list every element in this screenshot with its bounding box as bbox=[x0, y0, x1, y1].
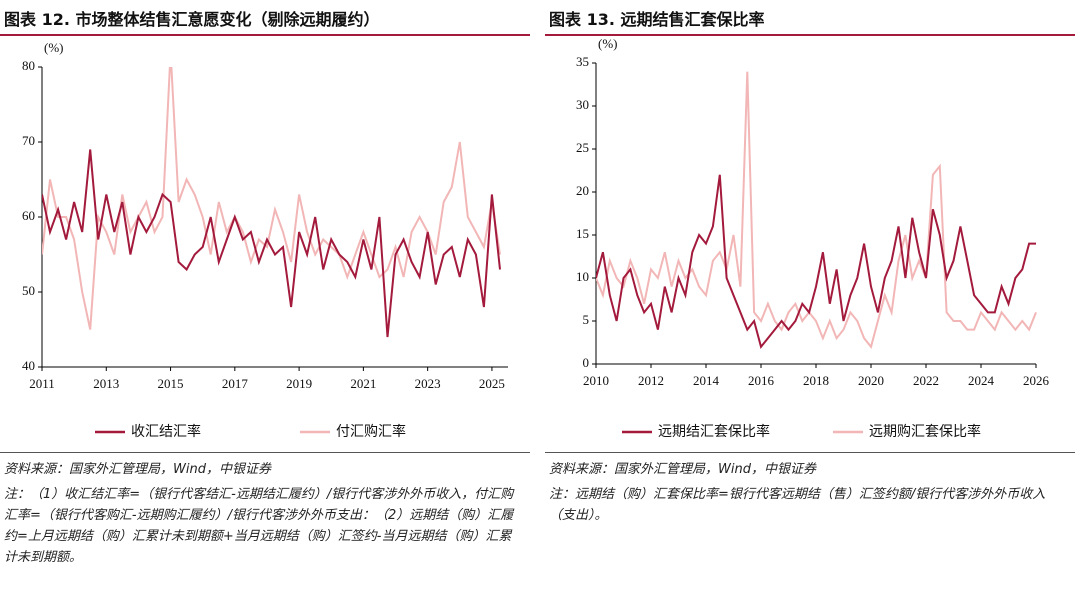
line bbox=[596, 174, 1036, 349]
y-axis-label: (%) bbox=[598, 36, 618, 51]
x-tick-label: 2024 bbox=[968, 373, 995, 388]
chart: (%) 40 50 60 70 80 2011 2013 2015 2017 2019 2021 202… bbox=[22, 40, 508, 440]
x-tick-label: 2013 bbox=[93, 376, 119, 391]
y-tick-label: 30 bbox=[576, 97, 589, 112]
legend-label: 远期结汇套保比率 bbox=[658, 423, 770, 440]
x-tick-label: 2017 bbox=[222, 376, 249, 391]
x-tick-label: 2016 bbox=[748, 373, 775, 388]
chart: (%) 0 5 10 15 20 25 30 35 2010 2012 2014 2016 2018 202… bbox=[576, 36, 1050, 440]
x-tick-label: 2020 bbox=[858, 373, 884, 388]
note: 注：远期结（购）汇套保比率=银行代客远期结（售）汇签约额/银行代客涉外外币收入（… bbox=[549, 487, 1046, 523]
x-tick-label: 2012 bbox=[638, 373, 664, 388]
line bbox=[42, 67, 501, 330]
y-tick-label: 15 bbox=[576, 226, 589, 241]
x-tick-label: 2023 bbox=[415, 376, 441, 391]
y-tick-label: 5 bbox=[583, 312, 590, 327]
x-tick-label: 2011 bbox=[29, 376, 55, 391]
legend-label: 收汇结汇率 bbox=[131, 423, 201, 440]
rule bbox=[545, 34, 1075, 36]
y-tick-label: 50 bbox=[22, 283, 35, 298]
line bbox=[596, 71, 1037, 349]
legend-label: 付汇购汇率 bbox=[336, 423, 406, 440]
chart-title: 图表 12. 市场整体结售汇意愿变化（剔除远期履约） bbox=[4, 10, 380, 29]
rule bbox=[545, 452, 1075, 453]
y-tick-label: 80 bbox=[22, 58, 35, 73]
x-tick-label: 2022 bbox=[913, 373, 939, 388]
line bbox=[42, 149, 501, 338]
y-tick-label: 40 bbox=[22, 358, 35, 373]
y-tick-label: 0 bbox=[583, 355, 590, 370]
source: 资料来源：国家外汇管理局，Wind，中银证券 bbox=[4, 462, 271, 477]
x-tick-label: 2014 bbox=[693, 373, 720, 388]
note: 注：（1）收汇结汇率=（银行代客结汇-远期结汇履约）/银行代客涉外外币收入，付汇… bbox=[4, 487, 514, 565]
x-tick-label: 2015 bbox=[158, 376, 184, 391]
x-tick-label: 2026 bbox=[1023, 373, 1050, 388]
x-tick-label: 2021 bbox=[350, 376, 376, 391]
y-tick-label: 20 bbox=[576, 183, 589, 198]
rule bbox=[0, 34, 530, 36]
panel: 图表 12. 市场整体结售汇意愿变化（剔除远期履约） (%) 40 50 60 70 80… bbox=[0, 0, 530, 593]
y-axis-label: (%) bbox=[44, 40, 64, 55]
y-tick-label: 35 bbox=[576, 54, 589, 69]
y-tick-label: 10 bbox=[576, 269, 589, 284]
x-tick-label: 2019 bbox=[286, 376, 312, 391]
x-tick-label: 2010 bbox=[583, 373, 609, 388]
legend-label: 远期购汇套保比率 bbox=[869, 423, 981, 440]
x-tick-label: 2018 bbox=[803, 373, 829, 388]
y-tick-label: 25 bbox=[576, 140, 589, 155]
x-tick-label: 2025 bbox=[479, 376, 505, 391]
panel: 图表 13. 远期结售汇套保比率 (%) 0 5 10 15 20 25 30 35 2010 20… bbox=[545, 0, 1075, 593]
y-tick-label: 60 bbox=[22, 208, 35, 223]
rule bbox=[0, 452, 530, 453]
chart-title: 图表 13. 远期结售汇套保比率 bbox=[549, 10, 765, 29]
y-tick-label: 70 bbox=[22, 133, 35, 148]
source: 资料来源：国家外汇管理局，Wind，中银证券 bbox=[549, 462, 816, 477]
